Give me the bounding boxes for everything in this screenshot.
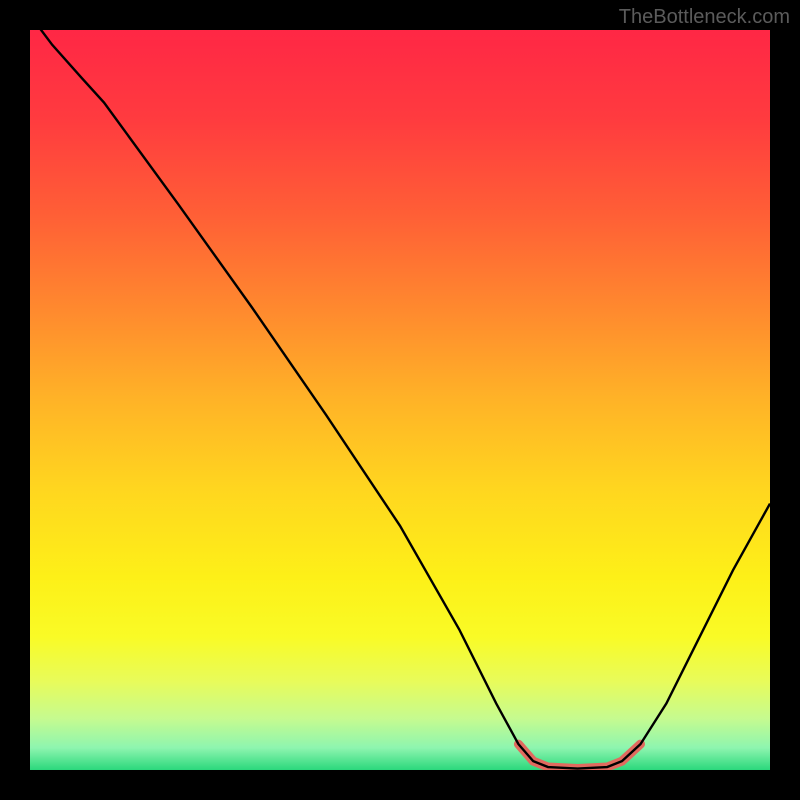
chart-background <box>30 30 770 770</box>
watermark-text: TheBottleneck.com <box>619 6 790 29</box>
chart-svg <box>30 30 770 770</box>
chart-plot-area <box>30 30 770 770</box>
